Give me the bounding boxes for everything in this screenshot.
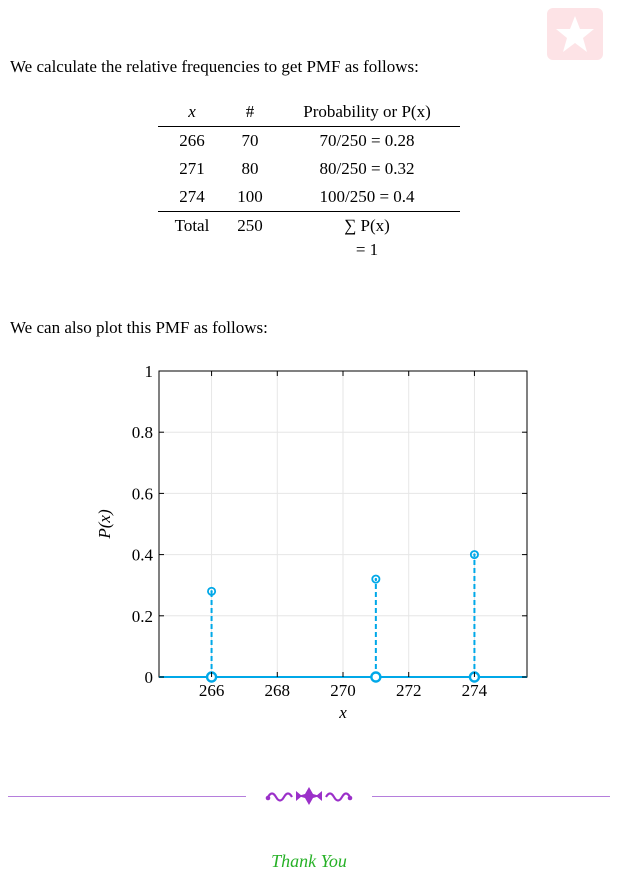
total-count: 250 bbox=[237, 216, 263, 235]
x-tick-label: 272 bbox=[396, 681, 422, 700]
ornament-divider-icon bbox=[265, 787, 353, 805]
intro-text: We calculate the relative frequencies to… bbox=[10, 57, 419, 76]
thank-you-text: Thank You bbox=[271, 851, 347, 871]
table-header-row: x # Probability or P(x) bbox=[158, 98, 460, 127]
pmf-table: x # Probability or P(x) 266 70 70/250 = … bbox=[158, 98, 460, 266]
total-probability-equals: = 1 bbox=[355, 240, 379, 259]
x-tick-label: 274 bbox=[462, 681, 488, 700]
pmf-stem-chart: 266 268 270 272 274 0 0.2 0.4 0.6 0.8 1 x P(x) bbox=[95, 362, 528, 722]
table-row: 266 70 70/250 = 0.28 bbox=[158, 127, 460, 155]
y-tick-label: 0.6 bbox=[132, 484, 153, 503]
divider-left bbox=[8, 796, 246, 797]
cell-probability: 70/250 = 0.28 bbox=[319, 131, 415, 150]
cell-count: 70 bbox=[241, 131, 259, 150]
cell-x: 271 bbox=[179, 159, 205, 178]
divider-right bbox=[372, 796, 610, 797]
y-tick-label: 0.4 bbox=[132, 546, 154, 565]
table-row: 274 100 100/250 = 0.4 bbox=[158, 183, 460, 212]
header-probability: Probability or P(x) bbox=[303, 102, 431, 121]
total-label: Total bbox=[174, 216, 210, 235]
stem-point-dot bbox=[473, 553, 476, 556]
x-tick-label: 268 bbox=[265, 681, 291, 700]
y-tick-label: 0 bbox=[145, 668, 154, 687]
cell-x: 274 bbox=[179, 187, 205, 206]
header-x: x bbox=[188, 102, 196, 121]
stem-point bbox=[371, 574, 381, 584]
table-row: 271 80 80/250 = 0.32 bbox=[158, 155, 460, 183]
stem-point bbox=[469, 550, 479, 560]
cell-probability: 100/250 = 0.4 bbox=[319, 187, 415, 206]
total-probability-sum: ∑ P(x) bbox=[344, 216, 390, 235]
table-total-row: Total 250 ∑ P(x) bbox=[158, 212, 460, 240]
cell-probability: 80/250 = 0.32 bbox=[319, 159, 415, 178]
stem-point bbox=[207, 586, 217, 596]
header-count: # bbox=[245, 102, 255, 121]
plot-text: We can also plot this PMF as follows: bbox=[10, 318, 268, 337]
stem-point-dot bbox=[374, 577, 378, 581]
y-tick-label: 0.2 bbox=[132, 607, 153, 626]
logo-star-icon bbox=[547, 8, 603, 60]
cell-x: 266 bbox=[179, 131, 205, 150]
y-tick-label: 0.8 bbox=[132, 423, 153, 442]
table-total-row-cont: = 1 bbox=[158, 240, 460, 266]
x-tick-label: 266 bbox=[199, 681, 225, 700]
x-axis-label: x bbox=[338, 703, 347, 722]
x-tick-label: 270 bbox=[330, 681, 356, 700]
cell-count: 100 bbox=[237, 187, 263, 206]
stem-base-marker bbox=[370, 671, 382, 683]
stem-point-dot bbox=[210, 590, 213, 593]
y-axis-label: P(x) bbox=[95, 509, 114, 540]
y-tick-label: 1 bbox=[145, 362, 154, 381]
cell-count: 80 bbox=[241, 159, 259, 178]
